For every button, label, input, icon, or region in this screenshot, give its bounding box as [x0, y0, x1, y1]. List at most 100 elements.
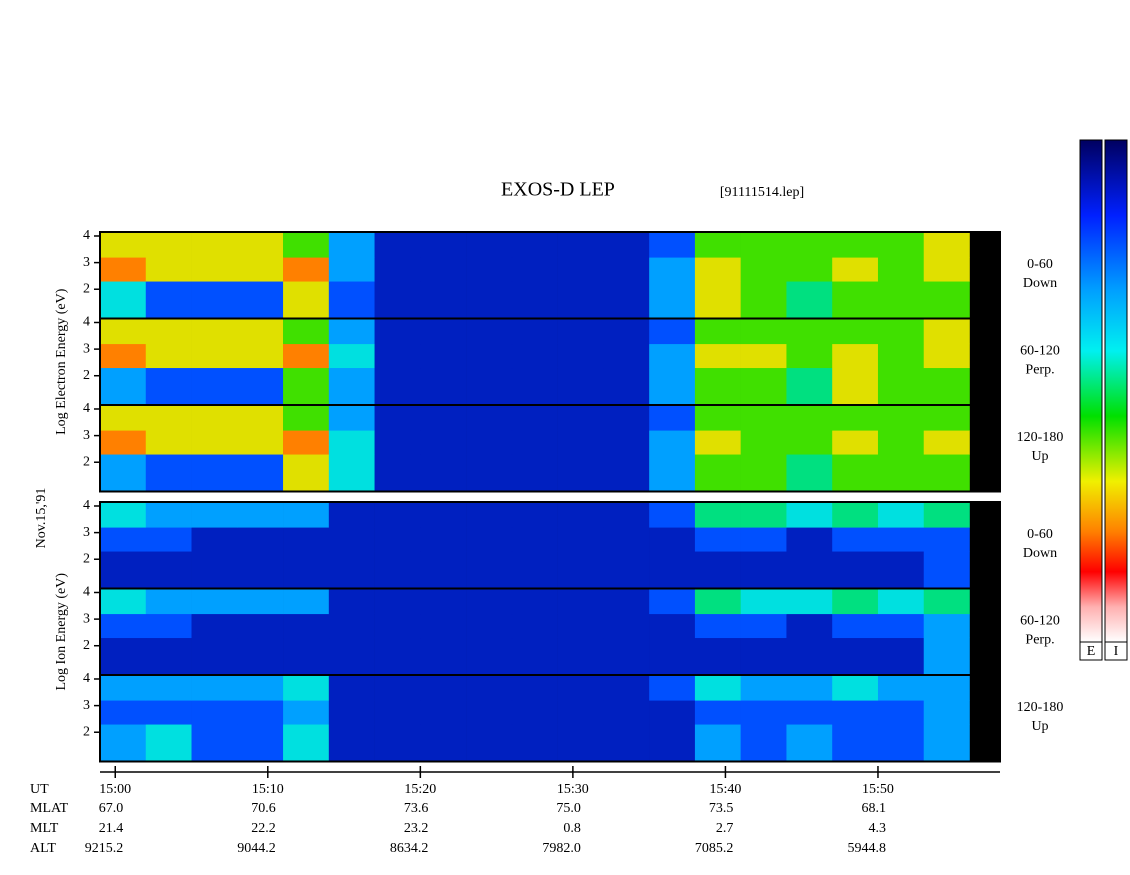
spectrogram-cell — [649, 430, 696, 455]
spectrogram-cell — [786, 637, 833, 676]
panel-label: 0-60 — [1027, 527, 1053, 542]
spectrogram-cell — [603, 724, 650, 762]
spectrogram-cell — [557, 675, 604, 701]
spectrogram-cell — [145, 367, 192, 406]
spectrogram-cell — [420, 588, 467, 615]
orbit-value: 67.0 — [99, 801, 124, 816]
colorbar-label-box — [1104, 641, 1128, 661]
spectrogram-cell — [511, 257, 558, 282]
y-tick-label: 4 — [83, 315, 90, 330]
spectrogram-cell — [145, 232, 192, 258]
y-tick-label: 4 — [83, 671, 90, 686]
spectrogram-cell — [420, 724, 467, 762]
spectrogram-cell — [649, 318, 696, 345]
y-tick-label: 3 — [83, 341, 90, 356]
spectrogram-cell — [237, 527, 284, 552]
spectrogram-cell — [740, 588, 787, 615]
orbit-value: 23.2 — [404, 821, 429, 836]
spectrogram-cell — [328, 637, 375, 676]
spectrogram-cell — [557, 257, 604, 282]
spectrogram-cell — [283, 588, 330, 615]
spectrogram-cell — [740, 405, 787, 431]
spectrogram-cell — [557, 588, 604, 615]
x-axis-label: UT — [30, 782, 49, 797]
spectrogram-cell — [649, 613, 696, 639]
spectrogram-cell — [877, 613, 925, 639]
spectrogram-cell — [420, 232, 467, 258]
spectrogram-cell — [145, 637, 192, 676]
spectrogram-cell — [237, 343, 284, 369]
spectrogram-cell — [832, 281, 879, 319]
spectrogram-cell — [466, 454, 513, 492]
spectrogram-cell — [145, 588, 192, 615]
spectrogram-cell — [100, 367, 147, 406]
spectrogram-cell — [694, 527, 741, 552]
spectrogram-cell — [603, 613, 650, 639]
spectrogram-cell — [374, 613, 421, 639]
spectrogram-cell — [374, 405, 421, 431]
spectrogram-cell — [740, 454, 787, 492]
spectrogram-cell — [557, 700, 604, 725]
y-tick-label: 2 — [83, 551, 90, 566]
spectrogram-cell — [191, 527, 238, 552]
spectrogram-cell — [832, 257, 879, 282]
spectrogram-cell — [649, 502, 696, 528]
spectrogram-cell — [923, 232, 970, 258]
spectrogram-cell — [832, 367, 879, 406]
spectrogram-cell — [557, 527, 604, 552]
spectrogram-cell — [740, 613, 787, 639]
spectrogram-cell — [923, 527, 970, 552]
orbit-value: 2.7 — [716, 821, 734, 836]
spectrogram-cell — [557, 551, 604, 589]
spectrogram-cell — [145, 502, 192, 528]
spectrogram-cell — [786, 343, 833, 369]
spectrogram-cell — [786, 232, 833, 258]
spectrogram-cell — [191, 613, 238, 639]
orbit-value: 73.6 — [404, 801, 429, 816]
spectrogram-cell — [923, 700, 970, 725]
spectrogram-cell — [603, 700, 650, 725]
spectrogram-cell — [420, 675, 467, 701]
spectrogram-cell — [786, 257, 833, 282]
spectrogram-cell — [420, 527, 467, 552]
spectrogram-cell — [786, 367, 833, 406]
spectrogram-cell — [786, 675, 833, 701]
spectrogram-cell — [603, 637, 650, 676]
orbit-value: 7085.2 — [695, 841, 734, 856]
spectrogram-cell — [283, 454, 330, 492]
colorbar-label-box — [1079, 641, 1103, 661]
spectrogram-cell — [511, 700, 558, 725]
spectrogram-cell — [237, 454, 284, 492]
spectrogram-cell — [100, 551, 147, 589]
spectrogram-cell — [603, 257, 650, 282]
spectrogram-cell — [832, 343, 879, 369]
spectrogram-cell — [374, 257, 421, 282]
y-tick-label: 3 — [83, 255, 90, 270]
spectrogram-cell — [466, 637, 513, 676]
spectrogram-cell — [740, 551, 787, 589]
spectrogram-cell — [145, 700, 192, 725]
spectrogram-cell — [466, 430, 513, 455]
spectrogram-cell — [374, 637, 421, 676]
spectrogram-cell — [237, 588, 284, 615]
spectrogram-cell — [923, 343, 970, 369]
spectrogram-cell — [694, 724, 741, 762]
spectrogram-cell — [191, 281, 238, 319]
spectrogram-cell — [511, 343, 558, 369]
spectrogram-cell — [237, 637, 284, 676]
y-axis-label: Log Electron Energy (eV) — [54, 288, 69, 435]
spectrogram-cell — [466, 343, 513, 369]
spectrogram-cell — [466, 281, 513, 319]
spectrogram-cell — [832, 637, 879, 676]
spectrogram-cell — [100, 613, 147, 639]
spectrogram-cell — [420, 257, 467, 282]
spectrogram-cell — [603, 318, 650, 345]
orbit-value: 9215.2 — [85, 841, 124, 856]
orbit-value: 4.3 — [868, 821, 886, 836]
spectrogram-cell — [237, 318, 284, 345]
spectrogram-cell — [923, 551, 970, 589]
spectrogram-cell — [740, 430, 787, 455]
spectrogram-cell — [100, 281, 147, 319]
spectrogram-cell — [100, 318, 147, 345]
spectrogram-cell — [237, 257, 284, 282]
